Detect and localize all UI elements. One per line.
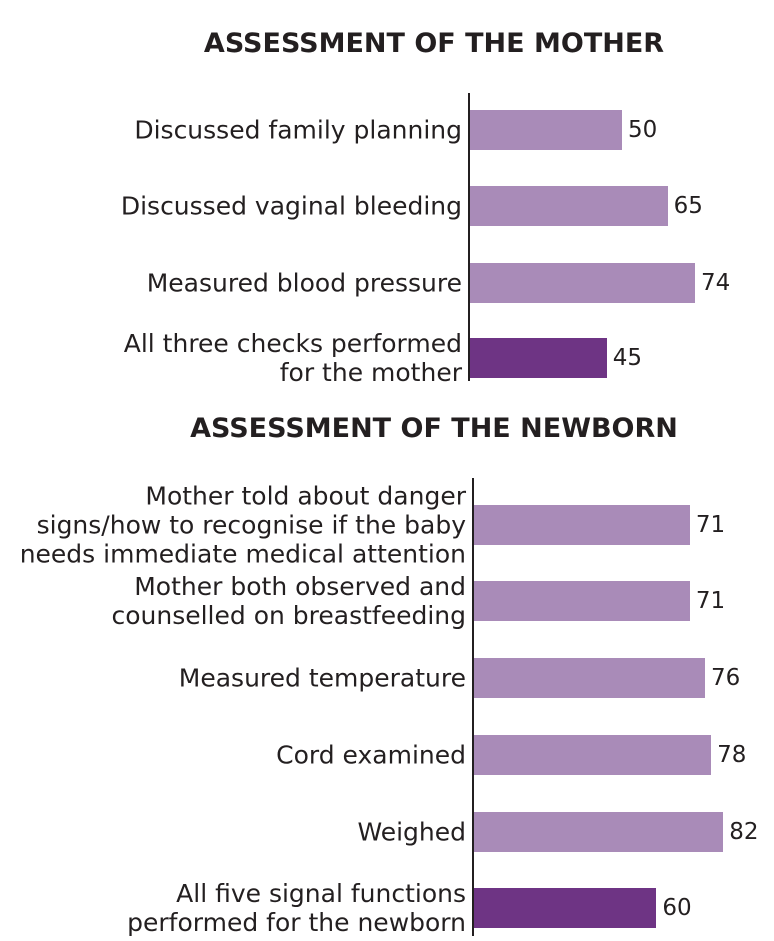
category-label: Weighed <box>357 817 466 847</box>
bar <box>474 505 690 545</box>
category-label: All five signal functions performed for … <box>127 879 466 937</box>
axis-line <box>468 93 470 381</box>
category-label: Mother told about danger signs/how to re… <box>19 481 466 569</box>
category-label: Discussed family planning <box>134 115 462 145</box>
bar <box>470 186 668 226</box>
value-label: 82 <box>729 819 759 845</box>
bar <box>474 812 724 852</box>
value-label: 45 <box>612 345 643 371</box>
bar <box>470 263 695 303</box>
category-label: Mother both observed and counselled on b… <box>111 572 466 630</box>
category-label: Cord examined <box>276 740 466 770</box>
chart-title: ASSESSMENT OF THE MOTHER <box>203 28 665 59</box>
category-label: Measured blood pressure <box>146 268 462 298</box>
bar <box>474 581 690 621</box>
bar <box>474 658 706 698</box>
value-label: 76 <box>711 665 741 691</box>
value-label: 50 <box>628 117 658 143</box>
category-label: All three checks performed for the mothe… <box>123 329 462 387</box>
axis-line <box>472 478 474 936</box>
bar <box>474 888 657 928</box>
bar <box>470 110 622 150</box>
category-label: Measured temperature <box>178 663 466 693</box>
chart-title: ASSESSMENT OF THE NEWBORN <box>190 413 678 444</box>
value-label: 71 <box>695 512 726 538</box>
value-label: 78 <box>717 742 747 768</box>
value-label: 60 <box>662 895 692 921</box>
value-label: 74 <box>700 270 731 296</box>
category-label: Discussed vaginal bleeding <box>120 191 462 221</box>
value-label: 71 <box>695 588 726 614</box>
value-label: 65 <box>673 193 703 219</box>
bar <box>470 338 607 378</box>
bar <box>474 735 712 775</box>
